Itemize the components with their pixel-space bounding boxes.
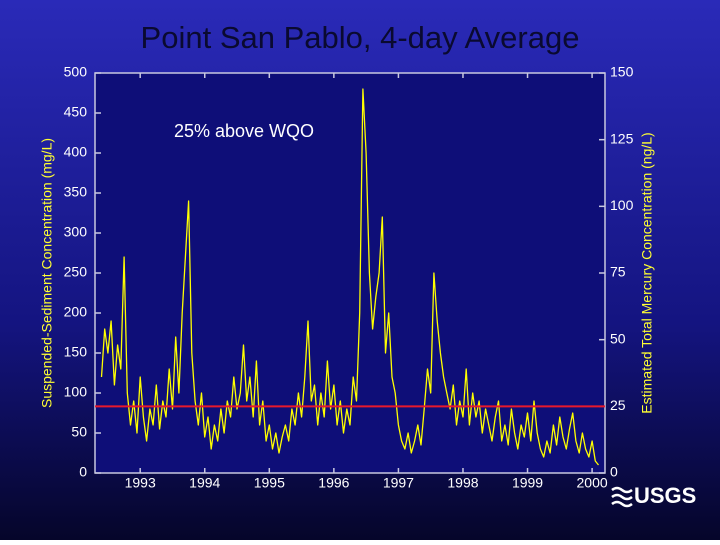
y-tick-label: 150 xyxy=(64,344,88,360)
y-tick-label: 200 xyxy=(64,304,88,320)
x-tick-label: 1996 xyxy=(318,475,349,491)
y-tick-label: 350 xyxy=(64,184,88,200)
y2-tick-label: 75 xyxy=(610,264,626,280)
y-axis-label: Suspended-Sediment Concentration (mg/L) xyxy=(39,138,55,408)
y-tick-label: 400 xyxy=(64,144,88,160)
y-tick-label: 250 xyxy=(64,264,88,280)
x-tick-label: 1999 xyxy=(512,475,543,491)
y-tick-label: 100 xyxy=(64,384,88,400)
y2-tick-label: 100 xyxy=(610,197,634,213)
x-tick-label: 1993 xyxy=(125,475,156,491)
y2-tick-label: 0 xyxy=(610,464,618,480)
y-tick-label: 0 xyxy=(79,464,87,480)
y2-tick-label: 125 xyxy=(610,130,634,146)
chart-title: Point San Pablo, 4-day Average xyxy=(141,20,580,55)
annotation: 25% above WQO xyxy=(174,121,314,141)
y-tick-label: 50 xyxy=(71,424,87,440)
logo-waves xyxy=(611,486,633,508)
x-tick-label: 1995 xyxy=(254,475,285,491)
y2-tick-label: 50 xyxy=(610,330,626,346)
data-line xyxy=(100,88,600,466)
y2-axis-label: Estimated Total Mercury Concentration (n… xyxy=(639,132,655,413)
y-tick-label: 300 xyxy=(64,224,88,240)
plot-area xyxy=(94,72,606,474)
x-tick-label: 2000 xyxy=(577,475,608,491)
y2-tick-label: 150 xyxy=(610,64,634,80)
x-tick-label: 1998 xyxy=(447,475,478,491)
logo: USGS xyxy=(611,483,696,508)
y2-tick-label: 25 xyxy=(610,397,626,413)
y-tick-label: 450 xyxy=(64,104,88,120)
y-tick-label: 500 xyxy=(64,64,88,80)
logo-text: USGS xyxy=(634,483,696,508)
x-tick-label: 1994 xyxy=(189,475,220,491)
x-tick-label: 1997 xyxy=(383,475,414,491)
